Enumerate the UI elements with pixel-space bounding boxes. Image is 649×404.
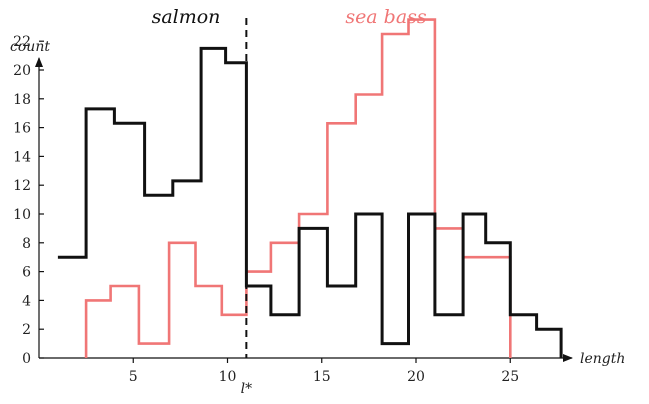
series-line-salmon <box>57 46 563 358</box>
y-ticks: 0 2 4 6 8 10 12 14 16 18 20 22 <box>13 34 44 367</box>
y-tick-label: 12 <box>13 178 31 194</box>
axes <box>35 57 573 362</box>
x-tick-label: 20 <box>407 369 425 385</box>
y-tick-label: 6 <box>22 265 31 281</box>
y-tick-label: 20 <box>13 63 31 79</box>
x-tick-label: 5 <box>129 369 138 385</box>
y-tick-label: 22 <box>13 34 31 50</box>
y-axis-label: count <box>10 39 50 55</box>
series-line-sea-bass <box>84 18 512 358</box>
x-axis-label: length <box>580 351 625 367</box>
y-tick-label: 2 <box>22 322 31 338</box>
y-tick-label: 10 <box>13 207 31 223</box>
y-tick-label: 8 <box>22 236 31 252</box>
y-tick-label: 4 <box>22 293 31 309</box>
series-lines <box>57 18 563 358</box>
y-tick-label: 16 <box>13 121 31 137</box>
y-tick-label: 14 <box>13 149 31 165</box>
y-tick-label: 0 <box>22 351 31 367</box>
series-label-salmon: salmon <box>152 6 221 28</box>
y-tick-label: 18 <box>13 92 31 108</box>
x-tick-label: 15 <box>313 369 331 385</box>
series-label-sea-bass: sea bass <box>345 6 427 28</box>
x-ticks: 5 10 15 20 25 <box>129 358 519 385</box>
threshold-label: l* <box>241 381 252 397</box>
x-tick-label: 10 <box>219 369 237 385</box>
x-tick-label: 25 <box>501 369 519 385</box>
